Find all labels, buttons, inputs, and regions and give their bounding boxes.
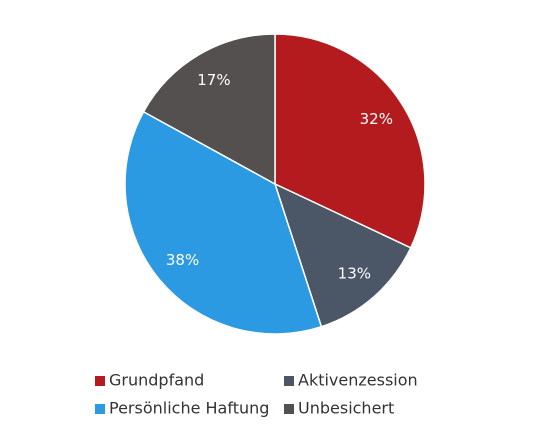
slice-label: 17%	[197, 71, 230, 89]
legend-swatch	[95, 404, 105, 414]
legend-swatch	[284, 404, 294, 414]
slice-label: 13%	[338, 265, 371, 283]
slice-label: 32%	[360, 110, 393, 128]
legend-label: Persönliche Haftung	[109, 399, 269, 418]
legend-swatch	[284, 376, 294, 386]
pie-slice	[274, 33, 426, 249]
legend-label: Aktivenzession	[298, 371, 418, 390]
pie-slice	[124, 110, 323, 335]
pie-slice	[273, 182, 412, 328]
pie-slice	[142, 33, 276, 186]
slice-label: 38%	[166, 251, 199, 269]
legend-label: Unbesichert	[298, 399, 394, 418]
legend-swatch	[95, 376, 105, 386]
legend-label: Grundpfand	[109, 371, 204, 390]
